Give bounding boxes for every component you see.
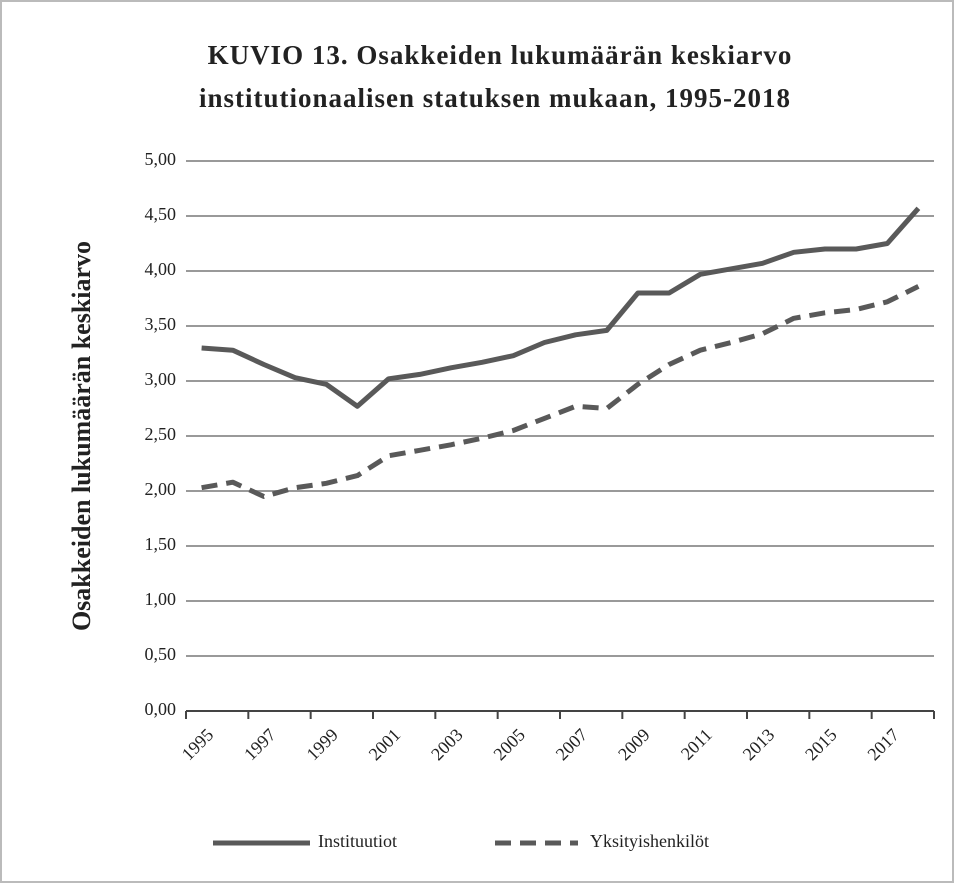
legend-label: Instituutiot (318, 831, 397, 851)
legend-label: Yksityishenkilöt (590, 831, 709, 851)
y-tick-label: 2,50 (145, 424, 177, 444)
y-tick-label: 4,50 (145, 204, 177, 224)
y-tick-label: 1,50 (145, 534, 177, 554)
series-line (201, 284, 920, 499)
y-tick-label: 5,00 (145, 149, 177, 169)
series-line (201, 206, 921, 409)
y-tick-label: 4,00 (145, 259, 177, 279)
y-tick-label: 3,50 (145, 314, 177, 334)
y-tick-label: 1,00 (145, 589, 177, 609)
y-tick-label: 0,50 (145, 644, 177, 664)
chart-title: institutionaalisen statuksen mukaan, 199… (199, 83, 791, 113)
y-tick-label: 2,00 (145, 479, 177, 499)
chart-title: KUVIO 13. Osakkeiden lukumäärän keskiarv… (208, 40, 793, 70)
y-tick-label: 3,00 (145, 369, 177, 389)
y-axis-title: Osakkeiden lukumäärän keskiarvo (67, 241, 96, 631)
y-tick-label: 0,00 (145, 699, 177, 719)
